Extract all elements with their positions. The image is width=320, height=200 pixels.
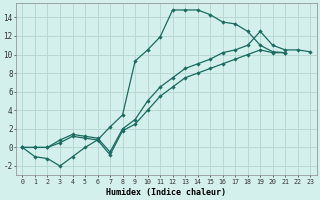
- X-axis label: Humidex (Indice chaleur): Humidex (Indice chaleur): [106, 188, 226, 197]
